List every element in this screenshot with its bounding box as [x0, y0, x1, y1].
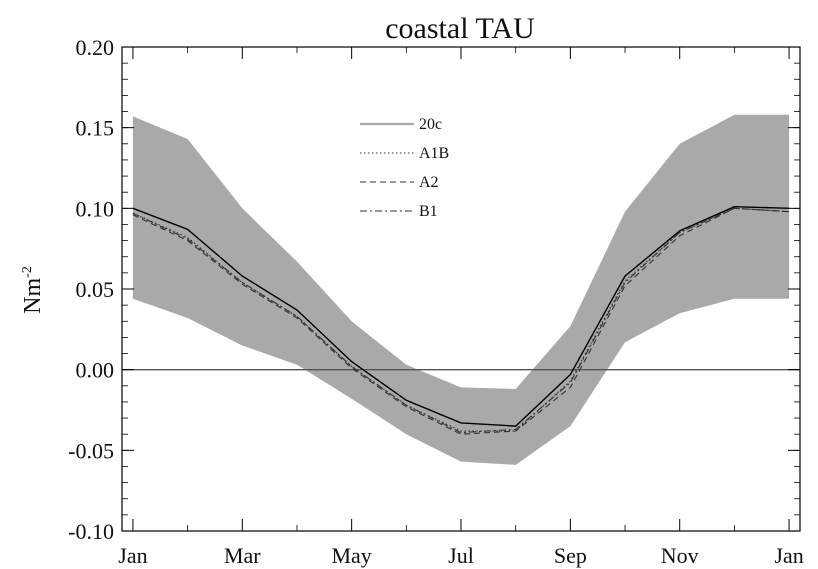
x-tick-label: Jan — [118, 543, 147, 568]
y-tick-label: 0.10 — [76, 196, 115, 221]
legend-label-a1b: A1B — [419, 145, 449, 162]
y-axis-label: Nm-2 — [20, 266, 46, 314]
legend-label-a2: A2 — [419, 174, 439, 191]
spread-band — [132, 114, 790, 465]
y-tick-label: 0.00 — [76, 358, 115, 383]
y-tick-label: 0.05 — [76, 277, 115, 302]
y-tick-label: 0.15 — [76, 116, 115, 141]
x-tick-label: Nov — [661, 543, 699, 568]
legend-label-b1: B1 — [419, 203, 438, 220]
x-tick-label: Jan — [774, 543, 803, 568]
series-line-a2 — [132, 207, 790, 435]
y-tick-label: -0.05 — [68, 438, 114, 463]
series-line-a1b — [132, 207, 790, 432]
plot-area: -0.10 -0.05 0.00 0.05 0.10 0.15 0.20 Jan Mar May J… — [68, 35, 804, 568]
x-tick-label: Jul — [448, 543, 474, 568]
y-tick-label: 0.20 — [76, 35, 115, 60]
legend: 20c A1B A2 B1 — [360, 116, 449, 220]
y-axis-label-base: Nm — [20, 278, 46, 314]
y-tick-label: -0.10 — [68, 519, 114, 544]
x-tick-label: May — [331, 543, 371, 568]
x-tick-label: Mar — [224, 543, 261, 568]
legend-label-20c: 20c — [419, 116, 442, 133]
chart-title: coastal TAU — [385, 12, 535, 45]
y-axis-label-exponent: -2 — [20, 266, 35, 278]
series-line-20c — [132, 205, 790, 427]
x-tick-label: Sep — [554, 543, 587, 568]
